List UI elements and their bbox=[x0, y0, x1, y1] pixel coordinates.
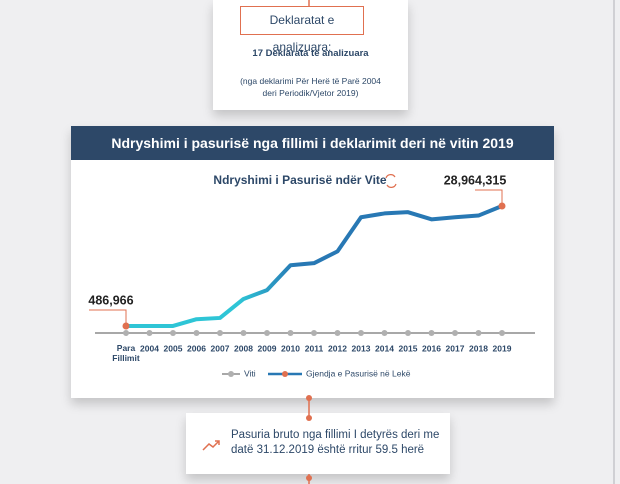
trend-icon bbox=[202, 440, 220, 451]
x-tick-label: 2011 bbox=[305, 343, 324, 353]
legend-dot bbox=[228, 371, 234, 377]
x-tick-label: 2008 bbox=[234, 343, 253, 353]
x-tick-label: 2005 bbox=[164, 343, 183, 353]
chart-subtitle: Ndryshimi i Pasurisë ndër Vite bbox=[213, 173, 387, 187]
x-tick-label: 2017 bbox=[446, 343, 465, 353]
x-tick-label: 2007 bbox=[211, 343, 230, 353]
x-tick bbox=[358, 330, 364, 336]
x-tick-label: 2016 bbox=[422, 343, 441, 353]
x-tick-label: 2019 bbox=[493, 343, 512, 353]
x-tick-label: Para Fillimit bbox=[112, 343, 140, 363]
summary-text: Pasuria bruto nga fillimi I detyrës deri… bbox=[231, 429, 440, 456]
chart-title: Ndryshimi i pasurisë nga fillimi i dekla… bbox=[71, 126, 554, 160]
top-note: (nga deklarimi Për Herë të Parë 2004 der… bbox=[240, 76, 381, 98]
x-tick-label: 2006 bbox=[187, 343, 206, 353]
x-tick bbox=[381, 330, 388, 336]
x-tick-label: 2015 bbox=[399, 343, 418, 353]
data-label: 28,964,315 bbox=[444, 173, 507, 187]
x-tick bbox=[405, 330, 411, 336]
connector-dot bbox=[306, 475, 312, 481]
series-line bbox=[125, 204, 503, 328]
label-leader bbox=[475, 189, 503, 206]
x-tick-label: 2013 bbox=[352, 343, 371, 353]
data-label: 486,966 bbox=[88, 293, 133, 307]
x-tick bbox=[475, 330, 482, 336]
x-tick-label: 2004 bbox=[140, 343, 159, 353]
x-tick bbox=[428, 330, 435, 336]
top-box: Deklaratat e analizuara: 17 Deklarata të… bbox=[213, 0, 408, 110]
x-tick bbox=[193, 330, 200, 336]
top-count: 17 Deklarata të analizuara bbox=[252, 48, 369, 59]
legend-label: Gjendja e Pasurisë në Lekë bbox=[306, 368, 411, 378]
x-tick bbox=[287, 330, 294, 336]
x-tick-label: 2012 bbox=[328, 343, 347, 353]
x-tick bbox=[217, 330, 223, 336]
label-leader bbox=[89, 309, 127, 326]
legend-dot bbox=[282, 371, 288, 377]
x-tick bbox=[499, 330, 505, 336]
x-tick bbox=[452, 330, 458, 336]
x-tick bbox=[170, 330, 176, 336]
x-tick-label: 2009 bbox=[258, 343, 277, 353]
refresh-icon bbox=[385, 174, 397, 188]
x-tick bbox=[123, 330, 129, 336]
x-tick bbox=[240, 330, 247, 336]
x-tick-label: 2018 bbox=[469, 343, 488, 353]
x-tick bbox=[146, 330, 153, 336]
x-tick-label: 2014 bbox=[375, 343, 394, 353]
x-tick bbox=[311, 330, 317, 336]
connector-dot bbox=[306, 395, 312, 401]
x-tick bbox=[334, 330, 341, 336]
x-tick bbox=[264, 330, 270, 336]
legend-label: Viti bbox=[244, 368, 256, 378]
summary-box: Pasuria bruto nga fillimi I detyrës deri… bbox=[186, 413, 450, 474]
edge-line bbox=[613, 0, 615, 484]
top-heading: Deklaratat e analizuara: bbox=[240, 6, 364, 54]
x-tick-label: 2010 bbox=[281, 343, 300, 353]
connector-dot bbox=[306, 415, 312, 421]
